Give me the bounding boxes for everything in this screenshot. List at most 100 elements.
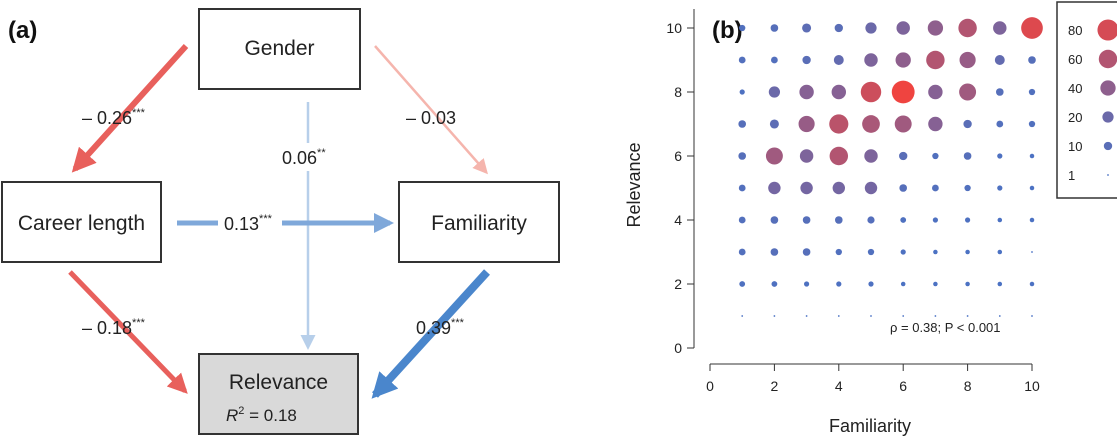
panel-a-path-diagram: (a) – 0.26*** – 0.03 0.06** 0.13*** – 0.… <box>1 8 560 435</box>
coef-gender-relevance: 0.06** <box>282 147 326 168</box>
bubble-point <box>765 147 783 165</box>
bubble-point <box>864 53 878 67</box>
bubble-point <box>870 315 872 317</box>
bubble-point <box>998 315 1001 317</box>
coef-familiarity-relevance: 0.39*** <box>416 317 465 338</box>
bubble-point <box>997 153 1003 159</box>
node-career-length: Career length <box>1 181 162 263</box>
legend-bubble <box>1098 49 1117 69</box>
bubble-point <box>895 52 911 68</box>
bubble-point <box>900 217 907 223</box>
bubble-point <box>832 181 845 195</box>
bubble-point <box>1031 251 1033 253</box>
label-bg-gender-relevance <box>276 143 338 171</box>
bubble-point <box>738 152 747 160</box>
bubble-point <box>1029 281 1035 287</box>
bubble-point <box>1029 217 1035 223</box>
legend-label: 60 <box>1068 52 1082 67</box>
bubble-point <box>739 24 746 32</box>
panel-a-label: (a) <box>8 17 37 44</box>
x-ticks: 0 2 4 6 8 10 <box>706 364 1040 394</box>
y-tick-label: 0 <box>674 340 682 356</box>
bubble-point <box>1029 153 1035 159</box>
bubble-point <box>834 216 843 224</box>
bubble-point <box>803 281 810 287</box>
bubble-point <box>894 115 912 133</box>
bubble-point <box>928 84 943 100</box>
bubble-point <box>868 281 874 287</box>
bubble-point <box>739 281 746 287</box>
y-tick-label: 10 <box>666 20 682 36</box>
bubble-point <box>831 84 847 100</box>
bubble-point <box>802 23 812 33</box>
bubble-point <box>959 83 977 101</box>
bubble-point <box>867 248 875 256</box>
bubble-series <box>738 17 1043 317</box>
node-career-length-label: Career length <box>18 212 145 235</box>
y-tick-label: 8 <box>674 84 682 100</box>
arrow-gender-to-familiarity <box>374 45 488 175</box>
bubble-point <box>902 315 905 317</box>
bubble-point <box>738 248 746 256</box>
bubble-point <box>800 181 813 195</box>
x-tick-label: 2 <box>771 378 779 394</box>
correlation-annotation: ρ = 0.38; P < 0.001 <box>890 320 1001 335</box>
bubble-point <box>773 315 776 317</box>
bubble-point <box>959 51 976 69</box>
bubble-point <box>933 281 938 287</box>
y-tick-label: 6 <box>674 148 682 164</box>
bubble-point <box>932 217 939 223</box>
bubble-point <box>933 249 938 255</box>
bubble-point <box>829 114 849 134</box>
bubble-point <box>966 315 969 317</box>
legend-items: 80 60 40 20 10 1 <box>1068 19 1117 183</box>
bubble-point <box>802 216 811 224</box>
bubble-point <box>835 248 842 256</box>
bubble-point <box>865 22 877 34</box>
bubble-point <box>1029 185 1035 191</box>
bubble-point <box>741 315 744 317</box>
bubble-point <box>997 249 1003 255</box>
bubble-point <box>770 24 779 32</box>
bubble-point <box>1028 56 1036 64</box>
label-bg-career-familiarity <box>218 209 282 237</box>
bubble-point <box>768 86 781 98</box>
coef-career-relevance: – 0.18*** <box>82 317 146 338</box>
bubble-point <box>891 80 915 104</box>
coef-gender-familiarity: – 0.03 <box>406 108 456 128</box>
bubble-point <box>899 151 908 161</box>
r-squared-label: R2 = 0.18 <box>226 405 297 425</box>
bubble-point <box>739 89 745 95</box>
x-tick-label: 10 <box>1024 378 1040 394</box>
node-familiarity-label: Familiarity <box>431 212 527 235</box>
bubble-point <box>900 281 906 287</box>
bubble-point <box>836 281 842 287</box>
legend-bubble <box>1102 111 1114 123</box>
legend-label: 80 <box>1068 23 1082 38</box>
arrow-familiarity-to-relevance <box>371 269 490 399</box>
bubble-point <box>932 152 939 160</box>
x-tick-label: 6 <box>899 378 907 394</box>
bubble-point <box>997 217 1003 223</box>
bubble-point <box>860 81 882 103</box>
bubble-point <box>864 181 878 195</box>
node-familiarity: Familiarity <box>398 181 560 263</box>
bubble-point <box>964 184 971 192</box>
node-gender-label: Gender <box>244 37 314 60</box>
coef-career-familiarity: 0.13*** <box>224 213 273 234</box>
y-tick-label: 4 <box>674 212 682 228</box>
panel-b-label: (b) <box>712 17 743 44</box>
arrow-gender-to-career <box>71 43 189 173</box>
x-tick-label: 4 <box>835 378 843 394</box>
bubble-point <box>994 55 1005 65</box>
bubble-point <box>993 21 1007 35</box>
legend-label: 40 <box>1068 81 1082 96</box>
size-legend: 80 60 40 20 10 1 <box>1056 1 1117 199</box>
bubble-point <box>899 184 908 192</box>
bubble-point <box>771 56 778 64</box>
legend-bubble <box>1107 174 1109 176</box>
bubble-point <box>965 249 970 255</box>
bubble-point <box>771 281 778 287</box>
bubble-point <box>834 23 843 33</box>
